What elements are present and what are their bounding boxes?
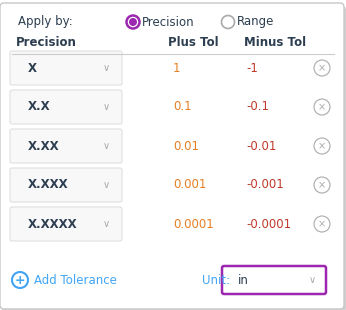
FancyBboxPatch shape	[10, 51, 122, 85]
Text: 0.001: 0.001	[173, 179, 206, 192]
Text: in: in	[238, 273, 249, 286]
Text: ×: ×	[318, 219, 326, 229]
Text: ×: ×	[318, 180, 326, 190]
Text: -0.1: -0.1	[246, 100, 269, 113]
FancyBboxPatch shape	[10, 168, 122, 202]
Text: 0.0001: 0.0001	[173, 218, 214, 231]
Circle shape	[129, 18, 137, 26]
Text: -0.0001: -0.0001	[246, 218, 291, 231]
Text: X.X: X.X	[28, 100, 51, 113]
Text: X.XXXX: X.XXXX	[28, 218, 78, 231]
FancyBboxPatch shape	[2, 6, 346, 310]
Text: ×: ×	[318, 141, 326, 151]
Text: Precision: Precision	[16, 37, 77, 50]
Text: ∨: ∨	[102, 141, 110, 151]
Text: ×: ×	[318, 102, 326, 112]
Circle shape	[314, 216, 330, 232]
Text: Unit:: Unit:	[202, 273, 230, 286]
Text: ∨: ∨	[102, 219, 110, 229]
Circle shape	[127, 16, 139, 29]
Circle shape	[314, 138, 330, 154]
Text: ×: ×	[318, 63, 326, 73]
Circle shape	[12, 272, 28, 288]
Circle shape	[314, 60, 330, 76]
Text: X.XX: X.XX	[28, 140, 60, 153]
FancyBboxPatch shape	[10, 129, 122, 163]
Text: 1: 1	[173, 61, 181, 74]
Text: +: +	[15, 273, 25, 286]
Text: ∨: ∨	[308, 275, 316, 285]
Circle shape	[314, 177, 330, 193]
Text: X: X	[28, 61, 37, 74]
Text: Range: Range	[237, 16, 274, 29]
Text: Add Tolerance: Add Tolerance	[34, 273, 117, 286]
Text: X.XXX: X.XXX	[28, 179, 69, 192]
Text: -0.001: -0.001	[246, 179, 284, 192]
Text: ∨: ∨	[102, 63, 110, 73]
FancyBboxPatch shape	[10, 207, 122, 241]
Circle shape	[314, 99, 330, 115]
FancyBboxPatch shape	[222, 266, 326, 294]
Text: Plus Tol: Plus Tol	[168, 37, 219, 50]
Circle shape	[221, 16, 235, 29]
Text: Precision: Precision	[142, 16, 194, 29]
Text: Minus Tol: Minus Tol	[244, 37, 306, 50]
Text: 0.1: 0.1	[173, 100, 192, 113]
FancyBboxPatch shape	[10, 90, 122, 124]
Text: ∨: ∨	[102, 180, 110, 190]
Text: ∨: ∨	[102, 102, 110, 112]
Text: 0.01: 0.01	[173, 140, 199, 153]
Text: -1: -1	[246, 61, 258, 74]
Text: Apply by:: Apply by:	[18, 16, 73, 29]
Text: -0.01: -0.01	[246, 140, 276, 153]
FancyBboxPatch shape	[0, 3, 344, 309]
